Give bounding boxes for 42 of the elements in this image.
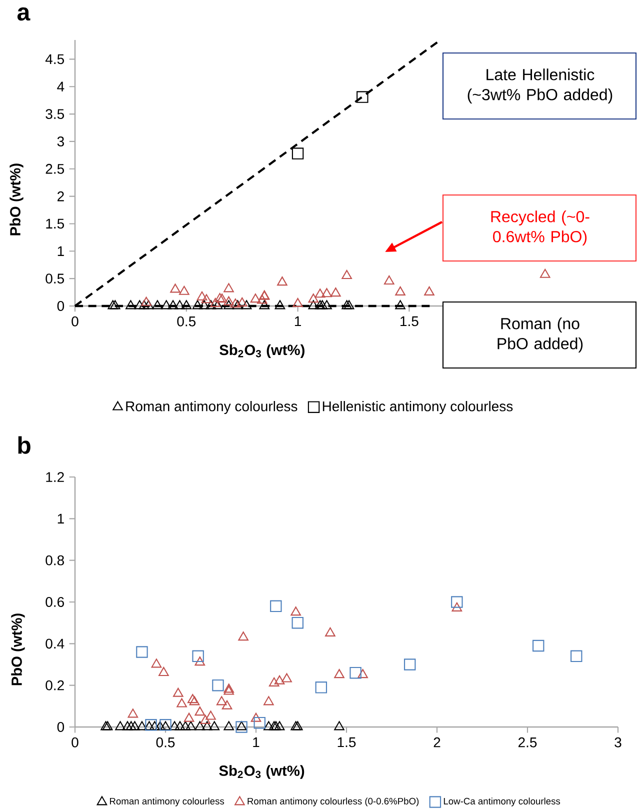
legend-label: Low-Ca antimony colourless — [444, 798, 560, 806]
legend-label: Roman antimony colourless — [126, 401, 298, 414]
chart-title: b — [18, 436, 30, 454]
x-tick-label: 0.5 — [156, 737, 175, 748]
y-tick-label: 0.8 — [46, 555, 64, 566]
legend-label: Hellenistic antimony colourless — [322, 401, 513, 414]
x-axis-title: Sb$_{2}$O$_{3}$ (wt%) — [220, 344, 304, 358]
annotation: Recycled (~0-0.6wt% PbO) — [491, 210, 590, 246]
y-tick-label: 2 — [58, 191, 64, 202]
x-tick-label: 0 — [72, 316, 78, 326]
chart-title: a — [17, 7, 30, 21]
y-tick-label: 4.5 — [45, 54, 64, 64]
y-tick-label: 0.2 — [46, 680, 64, 690]
text: Roman (no PbO added) — [498, 318, 583, 352]
x-tick-label: 2.5 — [518, 737, 537, 748]
x-tick-label: 1 — [294, 316, 301, 326]
x-tick-label: 1.5 — [400, 316, 418, 326]
x-tick-label: 1 — [253, 737, 260, 748]
x-tick-label: 2 — [434, 737, 440, 748]
x-tick-label: 3 — [614, 737, 622, 748]
y-tick-label: 1.5 — [46, 218, 64, 229]
y-tick-label: 1 — [58, 246, 64, 256]
x-tick-label: 1.5 — [338, 737, 356, 748]
y-tick-label: 3.5 — [46, 109, 64, 119]
y-tick-label: 1 — [58, 514, 64, 524]
x-tick-label: 0 — [72, 737, 78, 748]
y-tick-label: 2.5 — [46, 164, 64, 174]
y-tick-label: 0 — [57, 301, 64, 311]
y-axis-title: PbO (wt%) — [11, 614, 25, 686]
legend-label: Roman antimony colourless — [110, 798, 224, 806]
annotation: Late Hellenistic (~3wt% PbO added) — [468, 68, 612, 104]
y-tick-label: 0.4 — [46, 638, 64, 649]
y-tick-label: 0 — [57, 722, 64, 732]
y-tick-label: 0.6 — [46, 597, 64, 607]
y-tick-label: 1.2 — [46, 472, 64, 482]
y-tick-label: 4 — [57, 82, 64, 92]
y-axis-title: PbO (wt%) — [10, 164, 24, 236]
y-tick-label: 3 — [57, 136, 64, 146]
x-axis-title: Sb$_{2}$O$_{3}$ (wt%) — [219, 765, 304, 779]
x-tick-label: 0.5 — [177, 316, 196, 326]
legend-label: Roman antimony colourless (0-0.6%PbO) — [248, 798, 419, 806]
y-tick-label: 0.5 — [46, 274, 64, 284]
